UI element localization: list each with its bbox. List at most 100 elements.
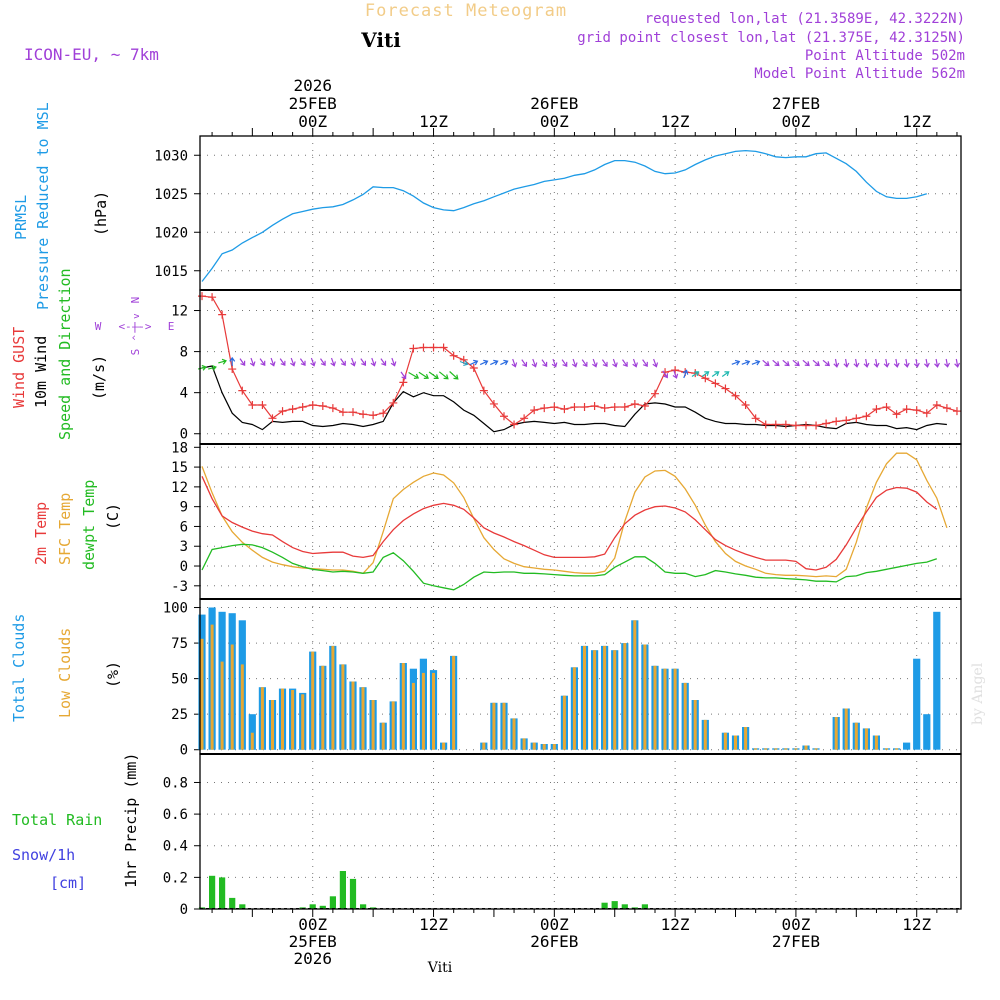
low-cloud-bar (754, 748, 758, 750)
y-tick-label: -3 (171, 579, 188, 595)
panel-2: -3 0 3 6 9 12 15 18 (171, 440, 961, 599)
wind-direction-arrow (511, 358, 518, 368)
wind-direction-arrow (622, 359, 628, 368)
low-cloud-bar (391, 701, 395, 750)
top-time-label: 27FEB (772, 94, 820, 113)
low-cloud-bar (341, 664, 345, 750)
wind-direction-arrow (642, 359, 648, 368)
rain-bar (621, 904, 628, 909)
low-cloud-bar (673, 668, 677, 750)
low-cloud-bar (502, 702, 506, 750)
low-cloud-bar (411, 682, 415, 750)
super-title: Forecast Meteogram (365, 1, 567, 21)
wind-direction-arrow (290, 357, 296, 367)
top-time-label: 12Z (419, 112, 448, 131)
watermark: by Angel (970, 662, 986, 725)
bottom-time-label: 00Z (781, 915, 810, 934)
wind-direction-arrow (863, 358, 870, 368)
bottom-time-label: 25FEB (289, 932, 337, 951)
rain-bar (360, 904, 367, 909)
gust-marker (620, 403, 629, 412)
low-cloud-bar (562, 695, 566, 750)
wind-direction-arrow (380, 358, 387, 366)
y-tick-label: 0 (180, 427, 188, 443)
compass-w: W (95, 320, 102, 333)
gust-marker (650, 389, 659, 398)
gust-marker (379, 409, 388, 418)
wind-direction-arrow (632, 358, 638, 368)
low-cloud-bar (361, 687, 365, 750)
wind-direction-arrow (612, 358, 618, 368)
gust-marker (228, 365, 237, 374)
low-cloud-bar (734, 735, 737, 750)
panel-4: 0 0.2 0.4 0.6 0.8 (163, 754, 961, 918)
clouds-label-2: Low Clouds (56, 628, 74, 718)
total-cloud-bar (248, 714, 256, 750)
low-cloud-bar (774, 748, 778, 750)
wind-label-1: Wind GUST (10, 327, 28, 408)
gust-marker (781, 420, 790, 429)
low-cloud-bar (723, 732, 727, 750)
low-cloud-bar (885, 748, 888, 750)
rain-bar (641, 904, 648, 909)
wind-direction-arrow (782, 359, 790, 367)
wind-direction-arrow (208, 364, 217, 371)
gust-marker (510, 420, 519, 429)
wind-direction-arrow (822, 359, 830, 367)
low-cloud-bar (281, 688, 284, 750)
bottom-time-label: 12Z (902, 915, 931, 934)
clouds-label-1: Total Clouds (10, 614, 28, 722)
panel-1: 0 4 8 12 (171, 290, 961, 444)
gust-marker (328, 404, 337, 413)
gust-marker (570, 403, 579, 412)
wind-direction-arrow (428, 371, 439, 379)
temp-unit: (C) (104, 503, 122, 530)
plot-layer: 101510201025103004812-303691215180255075… (154, 76, 962, 968)
y-tick-label: 3 (180, 539, 188, 555)
gust-marker (822, 419, 831, 428)
y-tick-label: 6 (180, 519, 188, 535)
wind-direction-arrow (449, 371, 459, 380)
gust-marker (630, 399, 639, 408)
wind-direction-arrow (340, 358, 346, 366)
low-cloud-bar (421, 672, 425, 750)
panel-3: 0 25 50 75 100 (163, 599, 961, 759)
low-cloud-bar (331, 645, 335, 750)
compass-e: E (168, 320, 175, 333)
gust-marker (721, 384, 730, 393)
wind-direction-arrow (400, 371, 407, 380)
rain-bar (329, 896, 336, 909)
total-cloud-bar (933, 611, 941, 750)
wind-direction-arrow (310, 357, 316, 367)
bottom-time-label: 12Z (419, 915, 448, 934)
low-cloud-bar (784, 748, 788, 750)
wind-direction-arrow (691, 371, 700, 377)
gust-marker (389, 398, 398, 407)
low-cloud-bar (512, 718, 516, 750)
location-title: Viti (360, 28, 401, 52)
panel-border-4 (199, 753, 962, 910)
low-cloud-bar (250, 732, 254, 750)
low-cloud-bar (623, 643, 627, 750)
wind-direction-arrow (652, 358, 659, 368)
top-time-label: 2026 (293, 76, 332, 95)
rain-bar (601, 902, 608, 909)
low-cloud-bar (220, 661, 224, 750)
wind-direction-arrow (320, 358, 326, 366)
compass-we: <-|-> (118, 320, 151, 333)
low-cloud-bar (552, 744, 556, 750)
gust-marker (882, 403, 891, 412)
low-cloud-bar (532, 742, 536, 750)
gust-marker (218, 310, 227, 319)
gust-marker (349, 408, 358, 417)
gust-marker (922, 409, 931, 418)
low-cloud-bar (653, 665, 657, 750)
gust-marker (520, 414, 529, 423)
gust-marker (932, 400, 941, 409)
pressure-label-2: Pressure Reduced to MSL (34, 102, 52, 310)
wind-direction-arrow (541, 359, 548, 368)
bottom-time-label: 27FEB (772, 932, 820, 951)
wind-label-2: 10m Wind (32, 336, 50, 408)
gust-marker (198, 292, 207, 301)
wind-direction-arrow (469, 359, 479, 366)
